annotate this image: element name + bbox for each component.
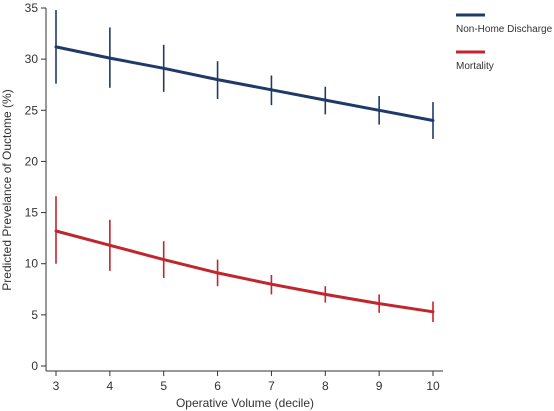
series-0 — [54, 10, 435, 139]
y-tick-label: 35 — [25, 1, 39, 15]
series-1 — [54, 196, 435, 323]
x-tick-label: 7 — [268, 379, 275, 393]
legend: Non-Home Discharge Mortality — [456, 13, 553, 72]
y-tick-label: 15 — [25, 206, 39, 220]
x-tick-label: 4 — [107, 379, 114, 393]
x-tick-label: 6 — [214, 379, 221, 393]
x-tick-label: 5 — [160, 379, 167, 393]
x-ticks: 3 4 5 6 7 8 9 10 — [53, 371, 440, 393]
y-tick-label: 30 — [25, 52, 39, 66]
x-axis-label: Operative Volume (decile) — [176, 396, 314, 410]
x-tick-label: 10 — [426, 379, 440, 393]
x-tick-label: 8 — [322, 379, 329, 393]
y-tick-label: 25 — [25, 103, 39, 117]
y-tick-label: 20 — [25, 154, 39, 168]
y-tick-label: 0 — [31, 359, 38, 373]
series-layer — [54, 10, 435, 323]
axes — [45, 8, 443, 372]
series-line — [54, 45, 435, 122]
y-tick-label: 5 — [31, 308, 38, 322]
legend-label: Non-Home Discharge — [456, 24, 553, 35]
y-axis-label: Predicted Prevelance of Ouctome (%) — [0, 89, 14, 290]
y-ticks: 0 5 10 15 20 25 30 35 — [25, 1, 46, 373]
series-line — [54, 229, 435, 314]
x-tick-label: 3 — [53, 379, 60, 393]
y-tick-label: 10 — [25, 257, 39, 271]
legend-label: Mortality — [456, 61, 494, 72]
x-tick-label: 9 — [376, 379, 383, 393]
